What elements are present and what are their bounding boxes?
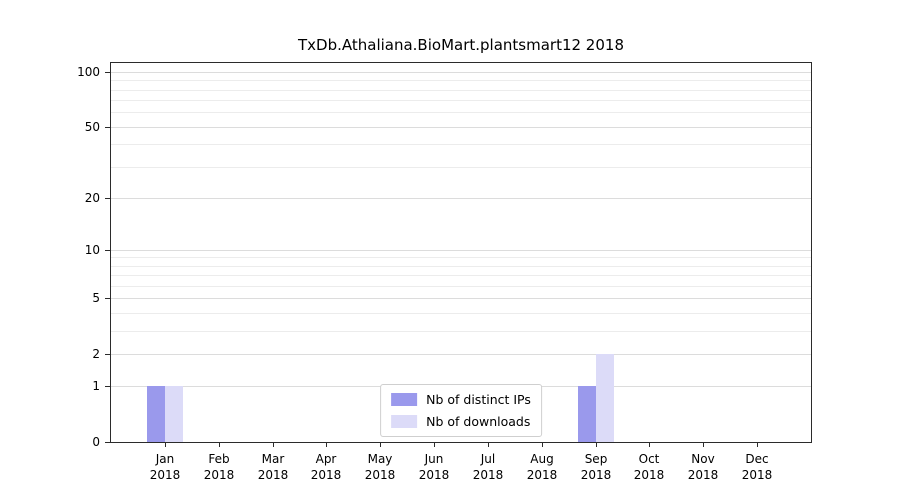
x-tick-label: Oct 2018 — [633, 452, 665, 482]
x-tick-mark — [165, 443, 166, 447]
y-tick-label: 20 — [84, 191, 100, 205]
x-tick-label: Jul 2018 — [472, 452, 504, 482]
x-tick-mark — [380, 443, 381, 447]
x-tick-label: Jun 2018 — [418, 452, 450, 482]
chart-title: TxDb.Athaliana.BioMart.plantsmart12 2018 — [297, 36, 624, 54]
gridline — [111, 250, 811, 251]
legend: Nb of distinct IPs Nb of downloads — [380, 384, 542, 437]
y-tick-label: 1 — [92, 379, 100, 393]
gridline — [111, 266, 811, 267]
x-tick-mark — [757, 443, 758, 447]
x-tick-label: Apr 2018 — [310, 452, 342, 482]
legend-swatch — [391, 415, 418, 428]
legend-swatch — [391, 393, 418, 406]
gridline — [111, 331, 811, 332]
y-tick-mark — [105, 298, 110, 299]
x-tick-mark — [273, 443, 274, 447]
y-tick-label: 2 — [92, 347, 100, 361]
legend-item: Nb of distinct IPs — [391, 392, 531, 407]
bar — [165, 386, 183, 442]
y-tick-mark — [105, 198, 110, 199]
x-tick-mark — [488, 443, 489, 447]
x-tick-mark — [219, 443, 220, 447]
x-tick-label: Nov 2018 — [687, 452, 719, 482]
gridline — [111, 112, 811, 113]
y-tick-mark — [105, 250, 110, 251]
x-tick-mark — [596, 443, 597, 447]
bar — [147, 386, 165, 442]
y-tick-mark — [105, 442, 110, 443]
gridline — [111, 80, 811, 81]
x-tick-label: Mar 2018 — [257, 452, 289, 482]
y-tick-mark — [105, 127, 110, 128]
y-tick-label: 10 — [84, 243, 100, 257]
gridline — [111, 354, 811, 355]
x-tick-mark — [703, 443, 704, 447]
x-tick-mark — [434, 443, 435, 447]
y-tick-mark — [105, 72, 110, 73]
bar — [596, 354, 614, 442]
plot-area: Nb of distinct IPs Nb of downloads — [110, 62, 812, 443]
gridline — [111, 72, 811, 73]
gridline — [111, 90, 811, 91]
y-tick-label: 50 — [84, 120, 100, 134]
gridline — [111, 144, 811, 145]
gridline — [111, 257, 811, 258]
gridline — [111, 313, 811, 314]
gridline — [111, 298, 811, 299]
x-tick-label: Sep 2018 — [580, 452, 612, 482]
x-tick-mark — [542, 443, 543, 447]
y-tick-label: 100 — [77, 65, 100, 79]
x-tick-label: May 2018 — [364, 452, 396, 482]
x-tick-label: Dec 2018 — [741, 452, 773, 482]
gridline — [111, 198, 811, 199]
y-tick-label: 5 — [92, 291, 100, 305]
gridline — [111, 275, 811, 276]
legend-label: Nb of downloads — [426, 414, 531, 429]
gridline — [111, 286, 811, 287]
x-tick-mark — [326, 443, 327, 447]
gridline — [111, 167, 811, 168]
x-tick-label: Feb 2018 — [203, 452, 235, 482]
y-tick-mark — [105, 386, 110, 387]
x-tick-label: Aug 2018 — [526, 452, 558, 482]
gridline — [111, 100, 811, 101]
legend-label: Nb of distinct IPs — [426, 392, 531, 407]
legend-item: Nb of downloads — [391, 414, 531, 429]
x-tick-label: Jan 2018 — [149, 452, 181, 482]
bar — [578, 386, 596, 442]
gridline — [111, 127, 811, 128]
y-tick-mark — [105, 354, 110, 355]
x-tick-mark — [649, 443, 650, 447]
y-tick-label: 0 — [92, 435, 100, 449]
